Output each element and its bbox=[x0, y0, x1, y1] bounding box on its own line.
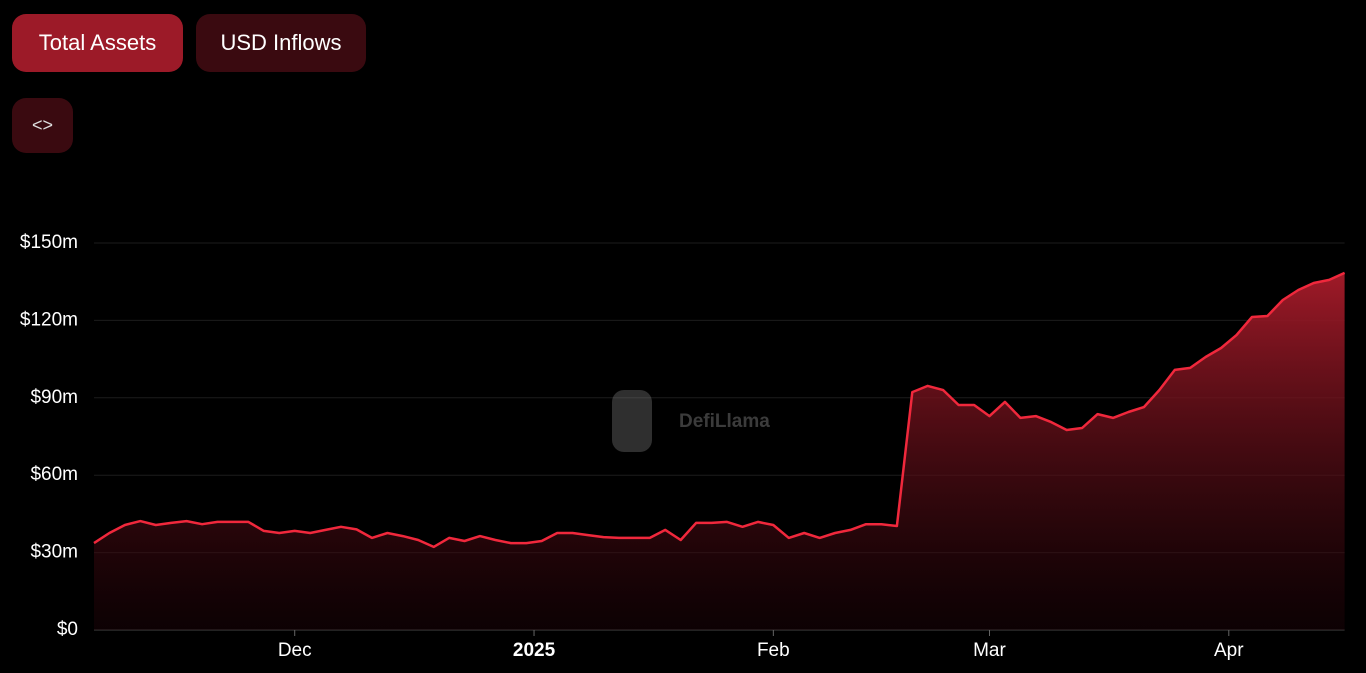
watermark: DefiLlama bbox=[612, 390, 770, 452]
x-tick-label: 2025 bbox=[513, 640, 556, 661]
y-tick-label: $120m bbox=[20, 309, 78, 330]
x-tick-label: Dec bbox=[278, 640, 312, 661]
y-tick-label: $150m bbox=[20, 232, 78, 253]
tab-usd-inflows[interactable]: USD Inflows bbox=[196, 14, 366, 72]
embed-button[interactable]: <> bbox=[12, 98, 73, 153]
y-tick-label: $60m bbox=[30, 464, 78, 485]
x-tick-label: Mar bbox=[973, 640, 1006, 661]
y-tick-label: $90m bbox=[30, 387, 78, 408]
tab-total-assets[interactable]: Total Assets bbox=[12, 14, 183, 72]
y-tick-label: $0 bbox=[57, 619, 78, 640]
x-tick-label: Feb bbox=[757, 640, 790, 661]
y-tick-label: $30m bbox=[30, 542, 78, 563]
x-tick-label: Apr bbox=[1214, 640, 1244, 661]
area bbox=[94, 272, 1345, 630]
line bbox=[93, 271, 1346, 549]
watermark-logo bbox=[612, 390, 652, 452]
watermark-text: DefiLlama bbox=[679, 411, 770, 432]
